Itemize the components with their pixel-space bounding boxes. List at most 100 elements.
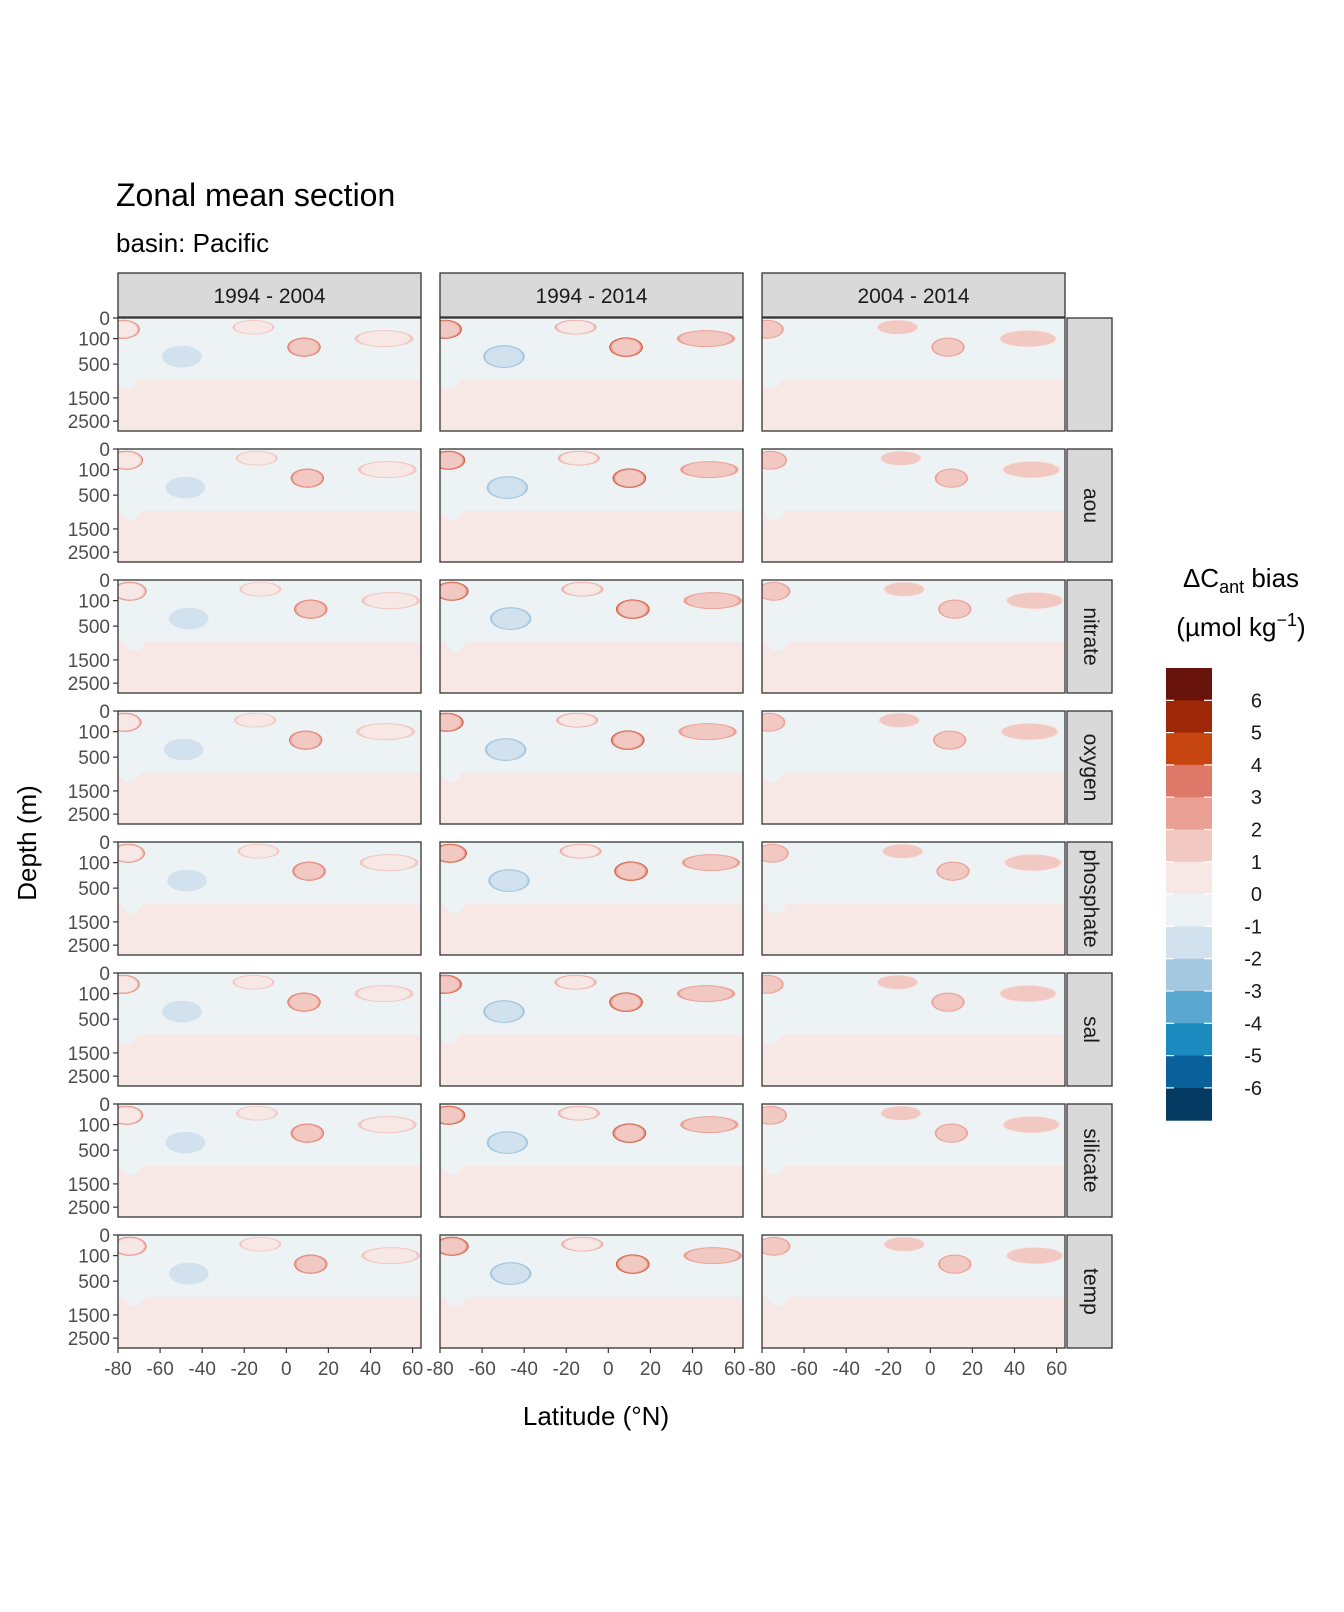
- row-strip: [1066, 710, 1113, 825]
- panel-1994-2014-oxygen: [440, 711, 743, 824]
- contour-subtropical-south-blue: [809, 1131, 850, 1154]
- contour-north-subtropical-red: [686, 1248, 739, 1264]
- legend-title: ΔCant bias: [1183, 563, 1299, 597]
- row-strip-label: nitrate: [1079, 607, 1102, 665]
- contour-subtropical-south-blue: [165, 476, 206, 499]
- panel-2004-2014-sal: [762, 973, 1065, 1086]
- contour-equatorial-surface-red: [234, 320, 273, 334]
- legend-unit-main: (µmol kg: [1176, 612, 1276, 642]
- contour-mid-depth-positive: [504, 906, 632, 932]
- contour-north-subtropical-red: [679, 986, 733, 1002]
- y-tick-label: 100: [78, 1116, 110, 1137]
- contour-equatorial-surface-red: [557, 321, 594, 334]
- contour-north-subtropical-red: [361, 1117, 414, 1133]
- contour-north-subtropical-red: [684, 855, 738, 871]
- row-strip: [1066, 1103, 1113, 1218]
- contour-subtropical-south-blue: [806, 345, 846, 368]
- panel-border: [117, 1234, 422, 1349]
- contour-surface-high-lat-south: [118, 1107, 141, 1124]
- contour-mid-depth-positive: [821, 382, 949, 408]
- contour-equatorial-surface-red: [881, 1106, 921, 1121]
- contour-surface-high-lat-south: [440, 1238, 466, 1255]
- y-tick-label: 2500: [68, 805, 110, 826]
- contour-north-tropical-red: [933, 338, 963, 356]
- y-tick-label: 100: [78, 592, 110, 613]
- contour-surface-high-lat-south: [762, 844, 788, 862]
- contour-equatorial-surface-red: [882, 844, 923, 859]
- contour-subtropical-south-blue: [167, 869, 207, 892]
- x-tick-label: -40: [510, 1359, 537, 1380]
- panel-border: [761, 317, 1066, 432]
- contour-surface-high-lat-south: [762, 713, 784, 731]
- panel-border: [439, 1234, 744, 1349]
- y-tick-label: 1500: [68, 1044, 110, 1065]
- y-tick-label: 2500: [68, 412, 110, 433]
- legend-label: -1: [1244, 916, 1262, 938]
- contour-equatorial-surface-red: [560, 452, 597, 465]
- contour-north-tropical-red: [618, 1256, 647, 1273]
- chart-subtitle: basin: Pacific: [116, 228, 269, 258]
- contour-surface-high-lat-south: [118, 452, 141, 469]
- legend-swatch: [1166, 1087, 1212, 1121]
- column-strip: [761, 272, 1066, 318]
- contour-north-subtropical-red: [1000, 985, 1056, 1002]
- panel-1994-2004-aou: [118, 449, 421, 562]
- panel-2004-2014-temp: [762, 1235, 1065, 1348]
- chart-title: Zonal mean section: [116, 177, 395, 213]
- contour-equatorial-surface-red: [241, 1237, 279, 1251]
- contour-southern-deep-blue: [118, 1002, 140, 1045]
- x-tick-label: -20: [231, 1359, 258, 1380]
- legend-swatch: [1166, 797, 1212, 830]
- x-tick-label: -20: [875, 1359, 902, 1380]
- legend-swatch: [1166, 894, 1212, 927]
- y-tick-label: 100: [78, 1247, 110, 1268]
- y-tick-label: 2500: [68, 543, 110, 564]
- panel-border: [439, 1103, 744, 1218]
- panel-2004-2014-silicate: [762, 1104, 1065, 1217]
- y-tick-label: 1500: [68, 782, 110, 803]
- contour-mid-depth-positive: [506, 644, 633, 670]
- contour-north-subtropical-red: [686, 593, 739, 609]
- contour-north-subtropical-red: [357, 986, 411, 1002]
- y-tick-label: 1500: [68, 520, 110, 541]
- contour-north-tropical-red: [293, 469, 322, 487]
- panel-border: [761, 1234, 1066, 1349]
- panel-border: [117, 448, 422, 563]
- y-tick-label: 2500: [68, 936, 110, 957]
- contour-equatorial-surface-red: [238, 451, 276, 465]
- contour-surface-high-lat-south: [762, 1237, 789, 1255]
- contour-mid-depth-positive: [826, 906, 954, 932]
- contour-equatorial-surface-red: [564, 1238, 601, 1251]
- y-tick-label: 100: [78, 723, 110, 744]
- y-tick-label: 500: [78, 1272, 110, 1293]
- contour-southern-deep-blue: [118, 478, 144, 521]
- x-tick-label: -80: [104, 1359, 131, 1380]
- panel-border: [117, 972, 422, 1087]
- panel-2004-2014-nitrate: [762, 580, 1065, 693]
- contour-southern-deep-blue: [440, 1003, 462, 1044]
- legend-label: 3: [1251, 787, 1262, 809]
- contour-surface-high-lat-south: [440, 583, 466, 600]
- contour-mid-depth-positive: [825, 513, 952, 539]
- row-strip: [1066, 448, 1113, 563]
- y-tick-label: 1500: [68, 389, 110, 410]
- contour-north-tropical-red: [289, 338, 319, 356]
- contour-subtropical-south-blue: [485, 1001, 523, 1022]
- contour-southern-deep-blue: [762, 347, 784, 390]
- contour-equatorial-surface-red: [239, 844, 278, 858]
- panel-border: [761, 972, 1066, 1087]
- contour-north-tropical-red: [936, 1124, 967, 1142]
- y-tick-label: 0: [99, 440, 110, 461]
- panel-1994-2014-nitrate: [440, 580, 743, 693]
- contour-north-tropical-red: [612, 339, 640, 356]
- contour-equatorial-surface-red: [234, 975, 273, 989]
- contour-north-subtropical-red: [1003, 1116, 1060, 1133]
- contour-surface-high-lat-south: [762, 582, 789, 600]
- contour-southern-deep-blue: [765, 609, 791, 652]
- contour-north-subtropical-red: [679, 331, 733, 347]
- contour-north-tropical-red: [296, 600, 326, 618]
- y-tick-label: 500: [78, 1141, 110, 1162]
- y-tick-label: 100: [78, 330, 110, 351]
- contour-surface-high-lat-south: [440, 321, 459, 338]
